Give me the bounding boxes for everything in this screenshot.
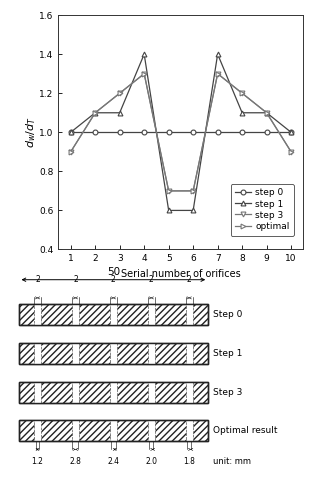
Bar [148, 304, 155, 326]
Bar [72, 304, 79, 326]
step 0 [265, 129, 269, 135]
Text: 2: 2 [149, 275, 154, 284]
optimal [289, 149, 293, 155]
Text: Step 1: Step 1 [213, 349, 242, 358]
step 3 [216, 71, 220, 77]
Bar [19, 304, 208, 326]
step 1 [69, 129, 73, 135]
Bar [72, 382, 79, 403]
step 1 [191, 208, 195, 214]
step 1 [167, 208, 171, 214]
Line: step 1: step 1 [68, 52, 294, 213]
Text: 2: 2 [187, 275, 191, 284]
step 1 [93, 110, 97, 116]
optimal [167, 188, 171, 194]
Text: unit: mm: unit: mm [213, 457, 251, 466]
optimal [69, 149, 73, 155]
step 1 [142, 51, 146, 57]
Bar [19, 382, 208, 403]
Text: 2.8: 2.8 [70, 457, 82, 466]
step 0 [216, 129, 220, 135]
Y-axis label: $d_w/d_T$: $d_w/d_T$ [24, 116, 38, 148]
Bar [148, 420, 155, 441]
Bar [110, 382, 117, 403]
step 0 [69, 129, 73, 135]
Text: 2.0: 2.0 [145, 457, 157, 466]
step 0 [118, 129, 122, 135]
Bar [19, 304, 208, 326]
Text: 2: 2 [73, 275, 78, 284]
Text: 2.4: 2.4 [107, 457, 119, 466]
Bar [110, 420, 117, 441]
step 0 [289, 129, 293, 135]
optimal [216, 71, 220, 77]
step 3 [142, 71, 146, 77]
step 3 [118, 90, 122, 96]
Bar [19, 343, 208, 364]
step 3 [93, 110, 97, 116]
step 1 [118, 110, 122, 116]
step 1 [216, 51, 220, 57]
Bar [34, 304, 41, 326]
step 3 [240, 90, 244, 96]
step 1 [240, 110, 244, 116]
step 0 [240, 129, 244, 135]
step 1 [265, 110, 269, 116]
Line: step 3: step 3 [68, 71, 294, 194]
Bar [34, 343, 41, 364]
Text: 1.2: 1.2 [32, 457, 44, 466]
step 0 [142, 129, 146, 135]
step 3 [265, 110, 269, 116]
Text: 2: 2 [111, 275, 116, 284]
Bar [148, 382, 155, 403]
Text: 1.8: 1.8 [183, 457, 195, 466]
optimal [240, 90, 244, 96]
Text: Step 0: Step 0 [213, 310, 242, 320]
Bar [186, 420, 192, 441]
Bar [186, 304, 192, 326]
Bar [186, 343, 192, 364]
Bar [72, 343, 79, 364]
optimal [142, 71, 146, 77]
Line: optimal: optimal [68, 71, 294, 194]
Bar [19, 420, 208, 441]
Bar [19, 382, 208, 403]
optimal [93, 110, 97, 116]
Text: 2: 2 [35, 275, 40, 284]
Bar [72, 420, 79, 441]
step 3 [167, 188, 171, 194]
step 3 [289, 149, 293, 155]
optimal [191, 188, 195, 194]
Bar [19, 343, 208, 364]
Bar [110, 304, 117, 326]
Text: Step 3: Step 3 [213, 388, 242, 397]
step 0 [93, 129, 97, 135]
step 3 [191, 188, 195, 194]
step 0 [167, 129, 171, 135]
Line: step 0: step 0 [68, 130, 294, 135]
optimal [265, 110, 269, 116]
step 0 [191, 129, 195, 135]
X-axis label: Serial number of orifices: Serial number of orifices [121, 269, 241, 279]
step 1 [289, 129, 293, 135]
optimal [118, 90, 122, 96]
Bar [19, 420, 208, 441]
Legend: step 0, step 1, step 3, optimal: step 0, step 1, step 3, optimal [231, 184, 294, 235]
Bar [34, 382, 41, 403]
Bar [186, 382, 192, 403]
Bar [148, 343, 155, 364]
Bar [34, 420, 41, 441]
Text: Optimal result: Optimal result [213, 426, 277, 435]
step 3 [69, 149, 73, 155]
Bar [110, 343, 117, 364]
Text: 50: 50 [107, 267, 120, 277]
